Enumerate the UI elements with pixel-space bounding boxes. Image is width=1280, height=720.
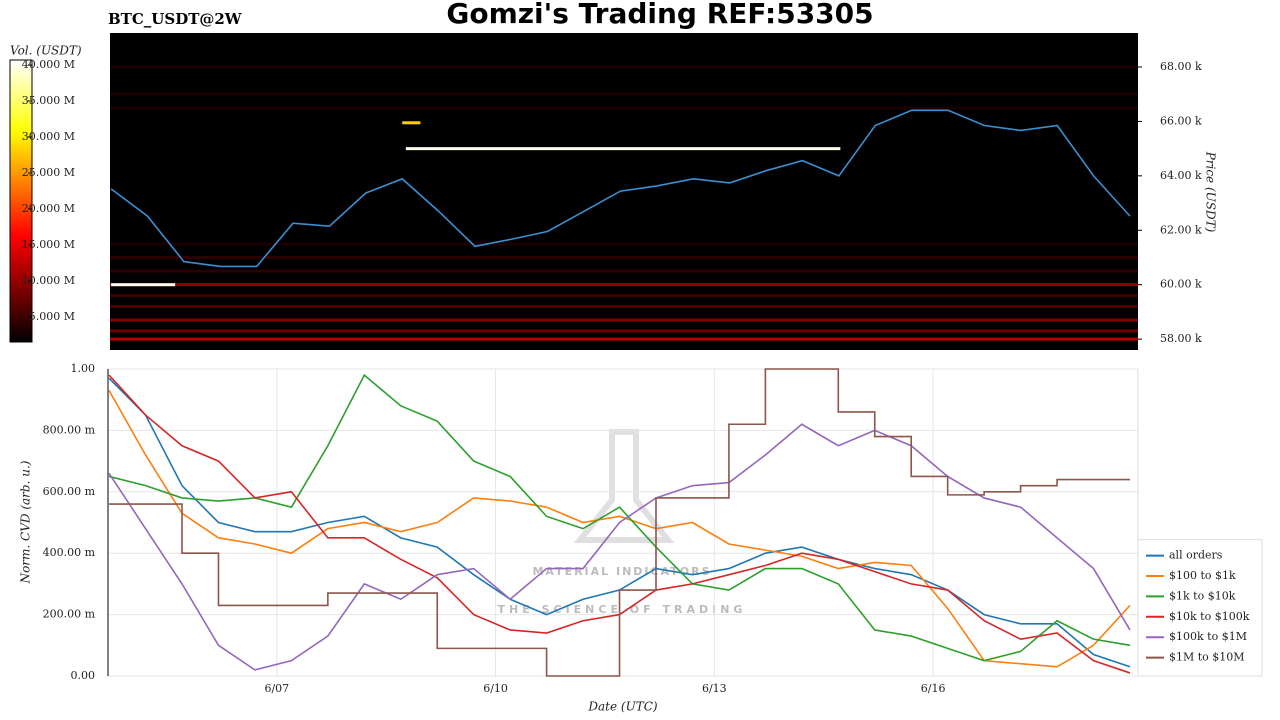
colorbar-tick-label: 40.000 M — [22, 58, 75, 71]
chart-subtitle: BTC_USDT@2W — [108, 10, 243, 28]
liquidity-band — [110, 304, 1138, 308]
liquidity-band — [110, 242, 1138, 246]
y-tick-label: 400.00 m — [43, 546, 96, 559]
colorbar-tick-label: 10.000 M — [22, 274, 75, 287]
liquidity-band — [110, 318, 1138, 322]
legend-label: $1k to $10k — [1169, 589, 1236, 602]
legend-label: $100 to $1k — [1169, 569, 1236, 582]
legend-label: $100k to $1M — [1169, 630, 1247, 643]
y-tick-label: 1.00 — [71, 362, 96, 375]
colorbar-tick-label: 5.000 M — [29, 310, 75, 323]
x-tick-label: 6/10 — [483, 682, 508, 695]
liquidity-band — [110, 106, 1138, 110]
legend-label: all orders — [1169, 549, 1223, 562]
legend-label: $1M to $10M — [1169, 651, 1245, 664]
y-tick-label: 60.00 k — [1160, 278, 1202, 291]
y-tick-label: 200.00 m — [43, 608, 96, 621]
liquidity-band — [110, 65, 1138, 69]
y-axis-label: Norm. CVD (arb. u.) — [19, 460, 33, 584]
liquidity-band — [110, 269, 1138, 273]
liquidity-band — [402, 121, 421, 125]
liquidity-band — [110, 294, 1138, 298]
legend-label: $10k to $100k — [1169, 610, 1250, 623]
heatmap-background — [110, 33, 1138, 350]
x-tick-label: 6/16 — [921, 682, 946, 695]
cvd-line — [109, 368, 1130, 677]
colorbar-tick-label: 30.000 M — [22, 130, 75, 143]
liquidity-band — [110, 329, 1138, 333]
x-axis-label: Date (UTC) — [587, 700, 657, 714]
liquidity-band — [110, 92, 1138, 96]
colorbar-tick-label: 25.000 M — [22, 166, 75, 179]
y-tick-label: 600.00 m — [43, 485, 96, 498]
y-tick-label: 66.00 k — [1160, 114, 1202, 127]
plot-area — [107, 368, 1139, 677]
y-tick-label: 62.00 k — [1160, 223, 1202, 236]
y-tick-label: 58.00 k — [1160, 332, 1202, 345]
cvd-line — [108, 373, 1131, 662]
y-axis-label: Price (USDT) — [1204, 151, 1218, 233]
colorbar-tick-label: 35.000 M — [22, 94, 75, 107]
liquidity-band — [110, 337, 1138, 341]
y-tick-label: 0.00 — [71, 669, 96, 682]
liquidity-band — [111, 283, 176, 287]
liquidity-band — [110, 283, 1138, 287]
chart-title: Gomzi's Trading REF:53305 — [446, 0, 873, 30]
y-tick-label: 800.00 m — [43, 423, 96, 436]
liquidity-band — [110, 255, 1138, 259]
colorbar-tick-label: 15.000 M — [22, 238, 75, 251]
cvd-line — [108, 390, 1131, 668]
x-tick-label: 6/13 — [702, 682, 727, 695]
cvd-line — [108, 423, 1131, 671]
colorbar-label: Vol. (USDT) — [10, 44, 82, 58]
colorbar-tick-label: 20.000 M — [22, 202, 75, 215]
colorbar — [9, 59, 33, 343]
liquidity-band — [405, 147, 841, 151]
price-line — [110, 109, 1131, 268]
y-tick-label: 64.00 k — [1160, 169, 1202, 182]
legend-box — [1137, 539, 1263, 677]
x-tick-label: 6/07 — [264, 682, 289, 695]
y-tick-label: 68.00 k — [1160, 60, 1202, 73]
